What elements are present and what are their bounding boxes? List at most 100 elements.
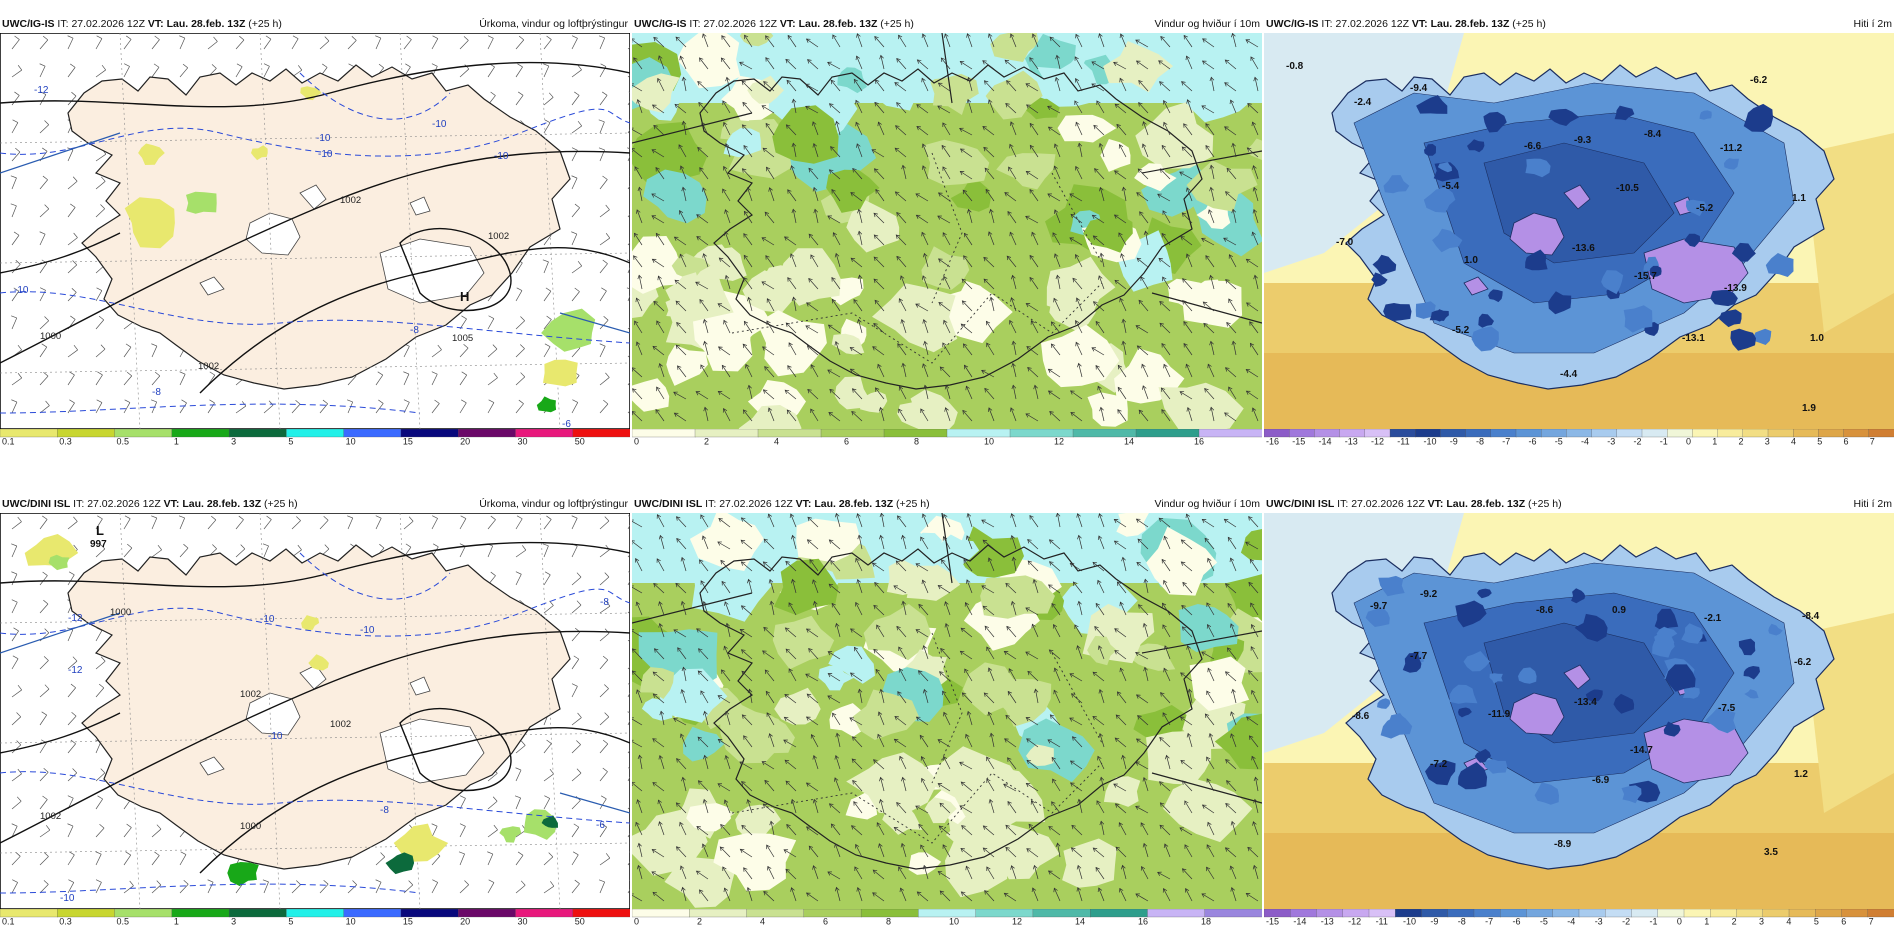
temperature-value-label: -7.2 <box>1430 759 1448 770</box>
cold-core <box>1563 664 1591 690</box>
temperature-value-label: -11.2 <box>1720 143 1743 154</box>
temperature-patch <box>1731 242 1756 262</box>
temperature-contour-label: -8 <box>380 805 389 816</box>
temperature-patch <box>1710 290 1738 307</box>
wind-speed-field <box>632 513 1262 909</box>
wind-speed-patch <box>632 810 708 876</box>
colorbar-tick-label: 6 <box>823 917 828 926</box>
temperature-value-label: -5.2 <box>1696 203 1714 214</box>
init-time: 27.02.2026 12Z <box>1335 18 1409 30</box>
wind-speed-patch <box>828 645 875 684</box>
wind-speed-patch <box>686 803 731 832</box>
wind-speed-patch <box>829 703 864 737</box>
temperature-patch <box>1365 607 1390 627</box>
vt-label: VT: <box>163 498 180 510</box>
temperature-patch <box>1719 309 1742 328</box>
temperature-patch <box>1699 110 1712 120</box>
init-time: 27.02.2026 12Z <box>87 498 161 510</box>
cold-core <box>1509 212 1565 256</box>
wind-speed-patch <box>937 534 980 565</box>
wind-speed-patch <box>747 75 784 104</box>
cold-core <box>1563 184 1591 210</box>
colorbar-tick-label: 7 <box>1870 437 1875 446</box>
wind-speed-patch <box>1018 718 1095 783</box>
init-time: 27.02.2026 12Z <box>1351 498 1425 510</box>
temperature-value-label: 1.1 <box>1792 193 1806 204</box>
wind-speed-patch <box>632 378 670 412</box>
colorbar-tick-label: 4 <box>1786 917 1791 926</box>
wind-speed-patch <box>1240 528 1262 561</box>
map-canvas <box>0 513 630 909</box>
wind-speed-patch <box>957 281 994 318</box>
isobar-label: 1002 <box>198 361 220 372</box>
temperature-value-label: -8.6 <box>1352 711 1370 722</box>
colorbar-tick-label: -10 <box>1403 917 1416 926</box>
glacier <box>245 692 301 736</box>
temperature-value-label: -7.7 <box>1410 651 1428 662</box>
temperature-value-label: -7.0 <box>1336 237 1354 248</box>
temperature-value-label: 3.5 <box>1764 847 1778 858</box>
region-boundary <box>931 632 1103 784</box>
colorbar-tick-label: -4 <box>1567 917 1575 926</box>
colorbar-container: -15 -14 -13 -12 -11 -10 -9 -8 -7 -6 -5 -4 -3 -2 -1 0 1 2 3… <box>1264 909 1894 925</box>
colorbar-tick-label: 16 <box>1138 917 1148 926</box>
temperature-patch <box>1548 108 1580 126</box>
colorbar-tick-label: 14 <box>1075 917 1085 926</box>
wind-speed-patch <box>1087 635 1117 666</box>
wind-speed-patch <box>632 73 680 113</box>
colorbar-tick-label: -1 <box>1660 437 1668 446</box>
precip-area <box>536 396 557 413</box>
precip-area <box>523 809 557 840</box>
colorbar-swatch <box>1204 909 1262 918</box>
colorbar-tick-label: 10 <box>949 917 959 926</box>
colorbar-tick-label: 3 <box>231 437 236 446</box>
colorbar-tick-label: 10 <box>346 917 356 926</box>
wind-speed-patch <box>713 833 797 892</box>
iceland-landmass <box>67 64 571 390</box>
temperature-value-label: -6.2 <box>1794 657 1812 668</box>
colorbar-swatch <box>572 429 630 438</box>
temperature-patch <box>1649 265 1662 278</box>
wind-speed-patch <box>1246 138 1262 160</box>
wind-vectors <box>632 513 1259 902</box>
colorbar-swatch <box>572 909 630 918</box>
colorbar-tick-label: 1 <box>1712 437 1717 446</box>
temperature-patch <box>1621 785 1642 804</box>
temperature-contour-label: -10 <box>260 614 275 625</box>
model-name: UWC/DINI ISL <box>1266 498 1335 510</box>
temperature-patch <box>1383 303 1412 322</box>
panel-title: Hiti í 2m <box>1853 18 1892 30</box>
wind-speed-patch <box>742 270 806 313</box>
colorbar-tick-label: 0 <box>1686 437 1691 446</box>
temperature-contours <box>0 552 630 894</box>
wind-speed-patch <box>643 169 707 224</box>
low-pressure-value: 997 <box>90 539 107 550</box>
colorbar: 0 2 4 6 8 10 12 14 16 18 <box>632 909 1262 925</box>
panel-header: UWC/IG-IS IT: 27.02.2026 12Z VT: Lau. 28… <box>2 15 628 33</box>
lead-time: (+25 h) <box>248 18 282 30</box>
temperature-contour-label: -10 <box>316 133 331 144</box>
colorbar-tick-label: 50 <box>575 917 585 926</box>
isobars <box>0 541 630 874</box>
temperature-patch <box>1585 689 1603 703</box>
temperature-contour-label: -8 <box>152 387 161 398</box>
colorbar-tick-label: 2 <box>1739 437 1744 446</box>
colorbar-tick-label: 0.3 <box>59 437 72 446</box>
isobar-label: 1000 <box>110 607 132 618</box>
temperature-patch <box>1488 289 1503 303</box>
colorbar-tick-label: 1 <box>174 917 179 926</box>
colorbar-tick-label: 15 <box>403 917 413 926</box>
temperature-patch <box>1768 623 1783 636</box>
colorbar-tick-label: -4 <box>1581 437 1589 446</box>
model-name: UWC/DINI ISL <box>634 498 703 510</box>
wind-speed-patch <box>1036 58 1098 107</box>
panel-wind-igis: UWC/IG-IS IT: 27.02.2026 12Z VT: Lau. 28… <box>632 15 1262 445</box>
temperature-patch <box>1483 111 1507 133</box>
iceland-landmass <box>67 544 571 870</box>
wind-speed-patch <box>639 667 675 699</box>
isobar-label: 1005 <box>452 333 474 344</box>
colorbar-tick-label: 0.3 <box>59 917 72 926</box>
isobar-label: 1000 <box>40 331 62 342</box>
it-label: IT: <box>57 18 69 30</box>
iceland-outline <box>699 544 1203 870</box>
